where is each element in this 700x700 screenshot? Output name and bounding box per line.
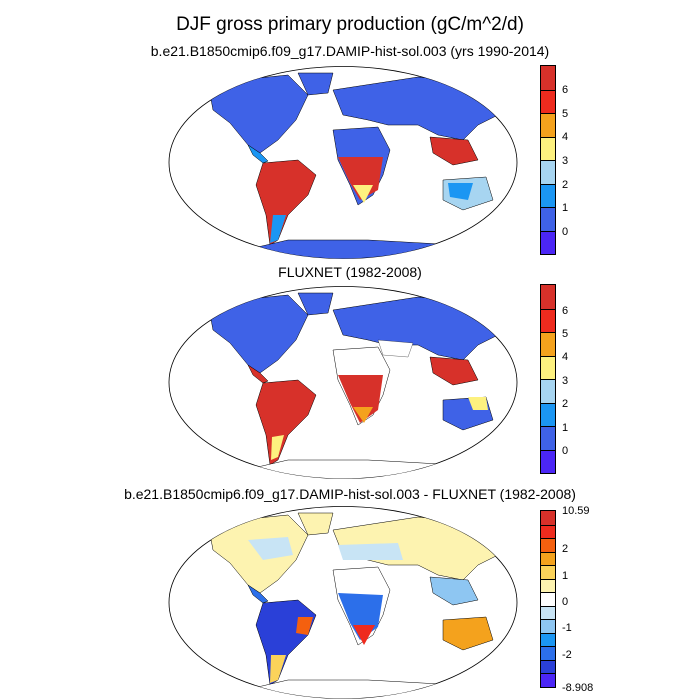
land-central-america: [247, 364, 269, 384]
main-title: DJF gross primary production (gC/m^2/d): [176, 14, 524, 35]
colorbar-1-label-4: 2: [562, 179, 569, 191]
land-southeast-asia: [429, 576, 479, 606]
colorbar-1-label-6: 0: [562, 226, 569, 238]
colorbar-2-label-6: 0: [562, 445, 569, 457]
map-panel-2: [168, 286, 518, 479]
land-greenland: [297, 72, 334, 96]
land-south-america: [255, 159, 317, 246]
colorbar-2-label-4: 2: [562, 398, 569, 410]
colorbar-panel-1: [540, 65, 556, 255]
colorbar-3-label-6: -8.908: [562, 682, 594, 694]
map-panel-3: [168, 506, 518, 699]
land-southeast-asia: [429, 136, 479, 166]
colorbar-2-label-0: 6: [562, 305, 569, 317]
colorbar-panel-2: [540, 284, 556, 474]
colorbar-3-label-1: 2: [562, 543, 569, 555]
colorbar-2-label-5: 1: [562, 422, 569, 434]
map-panel-1: [168, 66, 518, 259]
land-greenland: [297, 292, 334, 316]
land-south-america: [255, 379, 317, 466]
colorbar-1-label-3: 3: [562, 155, 569, 167]
land-central-america: [247, 144, 269, 164]
colorbar-panel-3: [540, 510, 556, 688]
colorbar-3-label-5: -2: [562, 649, 572, 661]
colorbar-1-label-2: 4: [562, 131, 569, 143]
colorbar-1-label-0: 6: [562, 84, 569, 96]
land-north-america: [207, 294, 309, 374]
land-greenland: [297, 512, 334, 536]
colorbar-1-label-1: 5: [562, 108, 569, 120]
panel-2-title: FLUXNET (1982-2008): [278, 264, 422, 280]
land-australia: [442, 616, 494, 651]
land-central-america: [247, 584, 269, 604]
colorbar-2-label-1: 5: [562, 328, 569, 340]
colorbar-3-label-0: 10.59: [562, 505, 590, 517]
colorbar-2-label-2: 4: [562, 351, 569, 363]
colorbar-3-label-4: -1: [562, 622, 572, 634]
panel-3-title: b.e21.B1850cmip6.f09_g17.DAMIP-hist-sol.…: [124, 486, 576, 502]
land-southeast-asia: [429, 356, 479, 386]
land-middle-east: [377, 339, 414, 358]
colorbar-1-label-5: 1: [562, 202, 569, 214]
land-north-america: [207, 514, 309, 594]
colorbar-3-label-2: 1: [562, 570, 569, 582]
land-north-america: [207, 74, 309, 154]
colorbar-2-label-3: 3: [562, 375, 569, 387]
panel-1-title: b.e21.B1850cmip6.f09_g17.DAMIP-hist-sol.…: [150, 43, 550, 59]
colorbar-3-label-3: 0: [562, 596, 569, 608]
